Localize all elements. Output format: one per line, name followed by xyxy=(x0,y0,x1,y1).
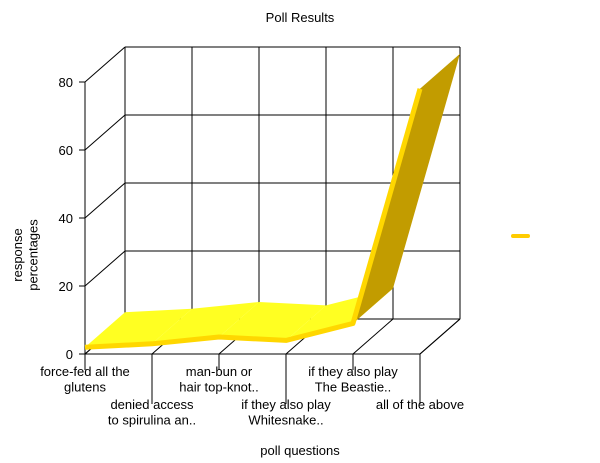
x-tick-label: if they also play Whitesnake.. xyxy=(241,397,331,428)
x-tick-label: denied access to spirulina an.. xyxy=(108,397,196,428)
grid-line xyxy=(419,318,461,355)
x-tick-label: man-bun or hair top-knot.. xyxy=(179,364,259,395)
y-tick-label: 20 xyxy=(59,279,73,294)
grid-line xyxy=(84,182,126,219)
ribbon-face xyxy=(85,308,192,348)
x-tick-label: if they also play The Beastie.. xyxy=(308,364,398,395)
ribbon-face xyxy=(219,302,326,341)
x-tick-label: force-fed all the glutens xyxy=(40,364,130,395)
x-tick-label: all of the above xyxy=(376,397,464,412)
ribbon-face xyxy=(353,53,460,324)
chart-title: Poll Results xyxy=(266,10,335,25)
y-tick-label: 0 xyxy=(66,347,73,362)
y-tick-label: 40 xyxy=(59,211,73,226)
y-tick-label: 80 xyxy=(59,75,73,90)
grid-line xyxy=(352,318,394,355)
grid-line xyxy=(84,250,126,287)
series-line xyxy=(84,88,423,350)
x-axis-title: poll questions xyxy=(260,443,340,458)
ribbon-face xyxy=(152,302,259,344)
y-tick-label: 60 xyxy=(59,143,73,158)
grid-line xyxy=(84,114,126,151)
y-axis-title: responsepercentages xyxy=(10,219,41,291)
grid-line xyxy=(84,46,126,83)
